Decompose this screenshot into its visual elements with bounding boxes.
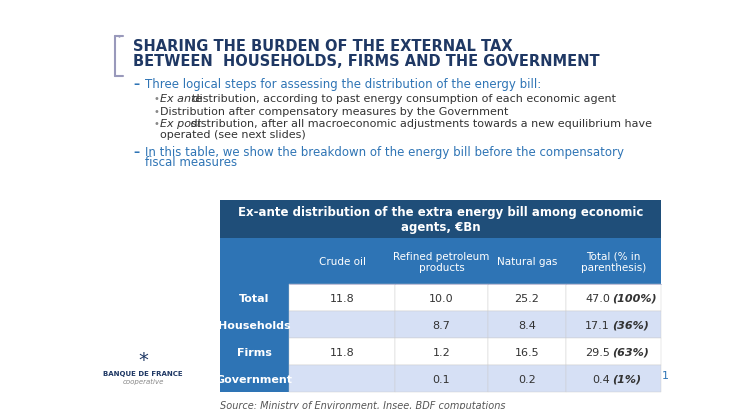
FancyBboxPatch shape [220,238,661,285]
Text: Ex ante: Ex ante [160,94,202,104]
FancyBboxPatch shape [289,366,395,393]
Text: 8.4: 8.4 [518,320,536,330]
Text: distribution, after all macroeconomic adjustments towards a new equilibrium have: distribution, after all macroeconomic ad… [187,119,652,129]
FancyBboxPatch shape [289,339,395,366]
Text: Government: Government [216,374,293,384]
Text: Households: Households [218,320,291,330]
Text: Total (% in
parenthesis): Total (% in parenthesis) [581,251,646,272]
Text: 0.4: 0.4 [592,374,610,384]
Text: 0.2: 0.2 [518,374,536,384]
Text: cooperative: cooperative [123,378,164,384]
Text: (36%): (36%) [612,320,649,330]
Text: •: • [153,119,159,129]
Text: BETWEEN  HOUSEHOLDS, FIRMS AND THE GOVERNMENT: BETWEEN HOUSEHOLDS, FIRMS AND THE GOVERN… [133,54,599,69]
FancyBboxPatch shape [220,285,289,312]
FancyBboxPatch shape [566,285,661,312]
Text: In this table, we show the breakdown of the energy bill before the compensatory: In this table, we show the breakdown of … [145,146,624,158]
FancyBboxPatch shape [220,200,661,238]
Text: Ex-ante distribution of the extra energy bill among economic
agents, €Bn: Ex-ante distribution of the extra energy… [238,205,643,233]
FancyBboxPatch shape [220,312,289,339]
FancyBboxPatch shape [566,366,661,393]
FancyBboxPatch shape [395,285,488,312]
Text: (63%): (63%) [612,347,649,357]
Text: 16.5: 16.5 [515,347,539,357]
FancyBboxPatch shape [566,339,661,366]
Text: 17.1: 17.1 [585,320,610,330]
FancyBboxPatch shape [220,339,289,366]
Text: 11.8: 11.8 [330,293,355,303]
Text: *: * [138,350,148,369]
Text: operated (see next slides): operated (see next slides) [160,130,306,139]
Text: 1: 1 [661,370,669,380]
Text: 10.0: 10.0 [429,293,454,303]
Text: •: • [153,107,159,117]
Text: fiscal measures: fiscal measures [145,156,237,169]
FancyBboxPatch shape [488,339,566,366]
Text: Total: Total [239,293,269,303]
Text: 11.8: 11.8 [330,347,355,357]
Text: 1.2: 1.2 [433,347,450,357]
Text: (100%): (100%) [612,293,656,303]
FancyBboxPatch shape [488,366,566,393]
Text: Three logical steps for assessing the distribution of the energy bill:: Three logical steps for assessing the di… [145,78,541,91]
Text: –: – [133,146,139,158]
FancyBboxPatch shape [488,312,566,339]
FancyBboxPatch shape [220,366,289,393]
Text: 25.2: 25.2 [515,293,539,303]
Text: 8.7: 8.7 [432,320,450,330]
FancyBboxPatch shape [395,366,488,393]
Text: 29.5: 29.5 [585,347,610,357]
FancyBboxPatch shape [289,285,395,312]
Text: Source: Ministry of Environment, Insee, BDF computations: Source: Ministry of Environment, Insee, … [220,400,505,409]
Text: 0.1: 0.1 [433,374,450,384]
FancyBboxPatch shape [395,339,488,366]
Text: Crude oil: Crude oil [319,257,366,267]
Text: Natural gas: Natural gas [496,257,557,267]
FancyBboxPatch shape [395,312,488,339]
Text: BANQUE DE FRANCE: BANQUE DE FRANCE [104,370,183,376]
Text: SHARING THE BURDEN OF THE EXTERNAL TAX: SHARING THE BURDEN OF THE EXTERNAL TAX [133,39,512,54]
Text: Refined petroleum
products: Refined petroleum products [393,251,490,272]
FancyBboxPatch shape [488,285,566,312]
Text: •: • [153,94,159,104]
Text: distribution, according to past energy consumption of each economic agent: distribution, according to past energy c… [189,94,616,104]
Text: Distribution after compensatory measures by the Government: Distribution after compensatory measures… [160,107,508,117]
Text: Firms: Firms [237,347,272,357]
Text: –: – [133,78,139,91]
FancyBboxPatch shape [289,312,395,339]
Text: Ex post: Ex post [160,119,201,129]
FancyBboxPatch shape [566,312,661,339]
Text: 47.0: 47.0 [585,293,610,303]
Text: (1%): (1%) [612,374,641,384]
